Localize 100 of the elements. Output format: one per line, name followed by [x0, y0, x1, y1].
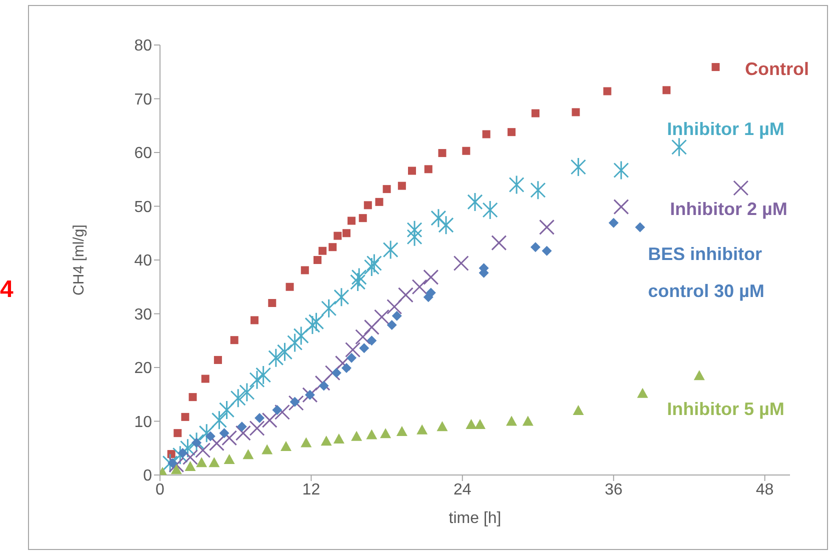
point	[314, 375, 330, 391]
point	[542, 246, 552, 256]
point	[219, 428, 230, 438]
point	[276, 342, 292, 362]
point	[211, 410, 227, 430]
point	[375, 198, 384, 206]
point	[334, 287, 350, 307]
point	[398, 182, 406, 190]
point	[188, 393, 197, 402]
point	[230, 388, 246, 408]
point	[174, 429, 182, 438]
y-tick-label: 30	[134, 306, 152, 324]
series-label: BES inhibitor control 30 µM	[648, 244, 764, 301]
point	[462, 146, 470, 155]
point	[162, 453, 178, 473]
y-axis-title: CH4 [ml/g]	[70, 224, 88, 296]
point	[467, 192, 483, 212]
point	[694, 370, 705, 380]
point	[603, 87, 612, 96]
point	[293, 326, 309, 346]
point	[396, 426, 408, 436]
point	[408, 166, 416, 175]
point	[398, 287, 414, 303]
point	[196, 457, 208, 468]
point	[474, 419, 486, 430]
point	[184, 460, 196, 471]
point	[426, 288, 436, 298]
point	[219, 400, 235, 420]
y-tick-label: 80	[134, 38, 152, 55]
point	[334, 232, 342, 240]
point	[195, 442, 211, 458]
point	[272, 404, 282, 415]
point	[208, 457, 220, 468]
point	[318, 380, 329, 391]
point	[236, 422, 247, 432]
point	[287, 333, 303, 353]
point	[733, 180, 749, 196]
point	[364, 201, 372, 210]
point	[374, 309, 390, 325]
point	[249, 370, 265, 390]
series-label: Inhibitor 2 µM	[670, 199, 788, 219]
point	[531, 109, 540, 118]
point	[249, 420, 265, 436]
point	[256, 365, 272, 385]
point	[168, 457, 184, 473]
point	[613, 160, 629, 180]
point	[328, 243, 337, 252]
point	[423, 269, 439, 285]
point	[304, 315, 320, 335]
point	[262, 412, 278, 428]
point	[366, 253, 382, 273]
point	[182, 450, 198, 466]
point	[268, 348, 284, 368]
point	[280, 441, 292, 452]
y-tick-label: 70	[134, 91, 152, 108]
point	[274, 404, 290, 420]
y-tick-label: 20	[134, 360, 152, 378]
text: 4	[0, 276, 14, 304]
point	[268, 299, 276, 307]
point	[168, 458, 178, 468]
point	[386, 320, 397, 330]
point	[262, 444, 273, 454]
series-label: Control	[745, 59, 809, 79]
point	[222, 430, 238, 446]
point	[671, 137, 687, 157]
point	[300, 437, 312, 448]
point	[366, 429, 378, 440]
point	[346, 352, 357, 363]
y-tick-label: 50	[134, 198, 152, 216]
point	[333, 434, 344, 444]
x-tick-label: 36	[604, 481, 623, 498]
y-tick-label: 60	[134, 145, 152, 162]
point	[635, 222, 646, 232]
x-tick-label: 24	[454, 481, 472, 498]
point	[613, 199, 629, 215]
point	[416, 424, 428, 434]
point	[530, 242, 540, 252]
point	[522, 416, 534, 426]
point	[508, 175, 524, 194]
point	[318, 246, 327, 255]
point	[345, 342, 361, 358]
point	[406, 220, 422, 240]
series-label: Inhibitor 1 µM	[667, 119, 784, 139]
point	[406, 227, 422, 247]
point	[230, 336, 238, 344]
point	[382, 185, 391, 194]
point	[208, 436, 224, 452]
point	[170, 464, 182, 474]
point	[188, 432, 204, 452]
point	[351, 430, 362, 441]
point	[355, 329, 371, 345]
x-tick-label: 12	[302, 481, 320, 498]
point	[198, 423, 214, 443]
point	[320, 436, 332, 446]
point	[180, 438, 196, 458]
point	[314, 256, 322, 264]
point	[359, 343, 370, 354]
y-tick-label: 40	[134, 252, 152, 270]
point	[235, 425, 251, 441]
point	[482, 130, 490, 138]
